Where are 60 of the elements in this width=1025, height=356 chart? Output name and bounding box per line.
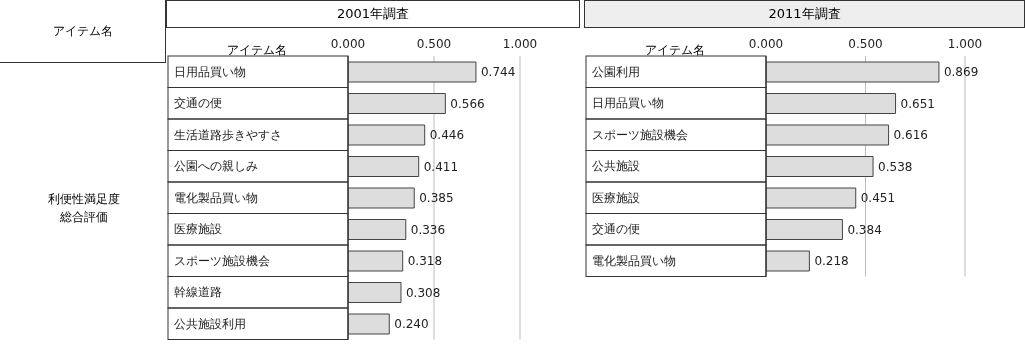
x-tick-label: 0.000 (748, 37, 784, 51)
y-tick-label: 交通の便 (592, 222, 640, 237)
bar (348, 61, 477, 83)
data-label: 0.318 (407, 254, 443, 268)
bar (766, 187, 857, 209)
bar (348, 187, 415, 209)
bar (348, 93, 446, 114)
bar (348, 282, 402, 303)
data-label: 0.240 (394, 317, 429, 331)
data-label: 0.451 (860, 191, 896, 205)
data-label: 0.538 (878, 159, 913, 174)
data-label: 0.308 (405, 285, 441, 300)
y-tick-label: 公園への親しみ (174, 159, 258, 174)
data-label: 0.566 (450, 96, 485, 111)
data-label: 0.218 (814, 254, 849, 268)
x-tick-label: 0.000 (330, 37, 366, 51)
y-tick-label: 生活道路歩きやすさ (174, 127, 282, 142)
x-tick-label: 0.500 (416, 37, 452, 51)
y-tick-label: 幹線道路 (174, 285, 222, 300)
data-label: 0.651 (900, 96, 935, 111)
bar (348, 124, 426, 146)
y-axis-title: アイテム名 (645, 43, 705, 57)
y-tick-label: 医療施設 (174, 222, 222, 237)
y-tick-label: 日用品買い物 (174, 64, 246, 79)
bar (348, 313, 390, 335)
y-tick-label: 公園利用 (592, 64, 640, 79)
text: 利便性満足度総合評価 (47, 191, 121, 226)
bar (348, 156, 420, 177)
bar (766, 156, 874, 177)
data-label: 0.616 (893, 128, 928, 142)
x-tick-label: 1.000 (947, 37, 983, 51)
data-label: 0.446 (429, 128, 465, 142)
y-tick-label: 電化製品買い物 (174, 190, 258, 205)
y-tick-label: 医療施設 (592, 190, 640, 205)
bar (766, 219, 843, 240)
chart-title: 2001年調査 (166, 0, 580, 28)
y-tick-label: 電化製品買い物 (592, 253, 676, 268)
bar (766, 61, 940, 83)
y-tick-label: 日用品買い物 (592, 96, 664, 111)
y-tick-label: スポーツ施設機会 (592, 127, 688, 142)
bar (348, 250, 404, 272)
data-label: 0.744 (480, 65, 516, 79)
bar (766, 250, 810, 272)
y-tick-label: スポーツ施設機会 (174, 253, 270, 268)
y-tick-label: 交通の便 (174, 96, 222, 111)
chart-title: 2011年調査 (584, 0, 1025, 28)
y-tick-label: 公共施設 (592, 159, 640, 174)
x-tick-label: 1.000 (502, 37, 538, 51)
bar (766, 93, 897, 114)
data-label: 0.411 (423, 159, 459, 174)
x-tick-label: 0.500 (848, 37, 883, 51)
data-label: 0.385 (419, 191, 454, 205)
text: アイテム名 (0, 0, 166, 63)
bar (766, 124, 890, 146)
y-axis-title: アイテム名 (227, 43, 287, 57)
data-label: 0.336 (410, 222, 446, 237)
y-tick-label: 公共施設利用 (174, 316, 246, 331)
data-label: 0.869 (943, 65, 979, 79)
bar (348, 219, 407, 240)
data-label: 0.384 (847, 222, 882, 237)
